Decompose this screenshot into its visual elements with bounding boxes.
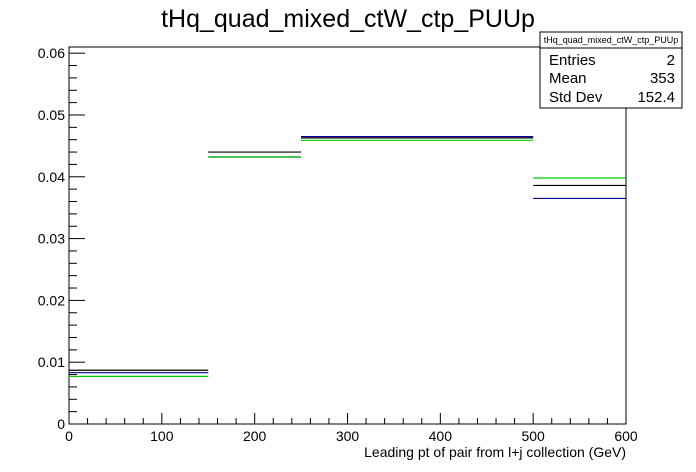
x-tick-label: 500	[521, 428, 545, 444]
x-tick-label: 100	[150, 428, 174, 444]
y-tick-label: 0.04	[38, 169, 65, 185]
stats-entries-value: 2	[667, 52, 675, 69]
x-axis-label: Leading pt of pair from l+j collection (…	[364, 444, 626, 460]
stats-box: tHq_quad_mixed_ctW_ctp_PUUp Entries 2 Me…	[539, 31, 683, 109]
y-tick-label: 0.06	[38, 45, 65, 61]
y-tick-label: 0.03	[38, 231, 65, 247]
stats-entries-label: Entries	[549, 52, 596, 69]
y-axis: 0 0.01 0.02 0.03 0.04 0.05 0.06	[38, 45, 85, 432]
stats-stddev-label: Std Dev	[549, 89, 603, 106]
y-tick-label: 0	[57, 416, 65, 432]
series-layer	[69, 136, 626, 378]
y-tick-label: 0.01	[38, 354, 65, 370]
y-tick-label: 0.02	[38, 292, 65, 308]
x-tick-label: 200	[243, 428, 267, 444]
x-tick-label: 300	[336, 428, 360, 444]
stats-stddev-value: 152.4	[637, 89, 675, 106]
stats-box-frame	[539, 31, 683, 109]
x-axis: 0 100 200 300 400 500 600	[65, 413, 638, 444]
chart-title: tHq_quad_mixed_ctW_ctp_PUUp	[161, 5, 535, 33]
stats-mean-value: 353	[650, 70, 675, 87]
x-tick-label: 0	[65, 428, 73, 444]
stats-mean-label: Mean	[549, 70, 587, 87]
x-tick-label: 400	[429, 428, 453, 444]
x-tick-label: 600	[614, 428, 638, 444]
stats-box-title: tHq_quad_mixed_ctW_ctp_PUUp	[544, 35, 679, 45]
y-tick-label: 0.05	[38, 107, 65, 123]
